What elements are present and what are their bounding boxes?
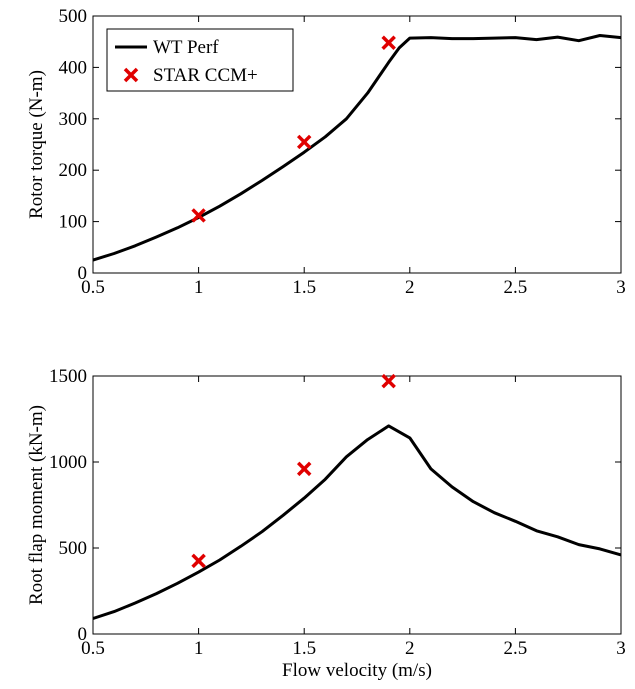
x-tick-label: 2.5 [504, 638, 528, 659]
y-tick-label: 100 [59, 212, 88, 233]
y-tick-label: 200 [59, 160, 88, 181]
star-ccm-point [191, 553, 206, 569]
rotor-torque-plot: 0.5 1 1.5 2 2.5 3 0 100 200 300 400 500 Rotor torque… [26, 6, 626, 298]
y-axis-label: Root flap moment (kN-m) [26, 405, 47, 605]
legend-entry-label: WT Perf [153, 37, 219, 58]
y-axis-label: Rotor torque (N-m) [26, 70, 47, 219]
legend-entry-label: STAR CCM+ [153, 65, 258, 86]
y-tick-label: 1000 [49, 452, 87, 473]
wt-perf-line [92, 424, 622, 620]
x-axis-label: Flow velocity (m/s) [282, 660, 432, 681]
star-ccm-point [381, 35, 396, 50]
y-tick-label: 500 [59, 6, 88, 27]
x-tick-label: 1 [194, 277, 204, 298]
y-tick-label: 1500 [49, 366, 87, 387]
x-tick-label: 3 [616, 638, 626, 659]
star-ccm-point [296, 134, 312, 150]
star-ccm-point [296, 461, 312, 477]
plot-area-frame [92, 375, 622, 635]
y-tick-label: 0 [78, 624, 88, 645]
y-tick-label: 0 [78, 263, 88, 284]
x-tick-label: 2.5 [504, 277, 528, 298]
x-tick-label: 0.5 [81, 638, 105, 659]
y-tick-label: 500 [59, 538, 88, 559]
star-ccm-point [381, 373, 396, 389]
legend: WT Perf STAR CCM+ [106, 28, 294, 92]
legend-marker-swatch [123, 67, 139, 83]
y-tick-label: 400 [59, 57, 88, 78]
x-tick-label: 0.5 [81, 277, 105, 298]
x-tick-label: 2 [405, 638, 415, 659]
x-tick-label: 1.5 [292, 638, 316, 659]
x-tick-label: 2 [405, 277, 415, 298]
star-ccm-point [191, 208, 206, 223]
wt-perf-line [92, 34, 622, 262]
x-tick-label: 1.5 [292, 277, 316, 298]
plot-area-frame [92, 15, 622, 274]
legend-box [106, 28, 294, 92]
x-tick-label: 1 [194, 638, 204, 659]
y-tick-label: 300 [59, 109, 88, 130]
x-tick-label: 3 [616, 277, 626, 298]
